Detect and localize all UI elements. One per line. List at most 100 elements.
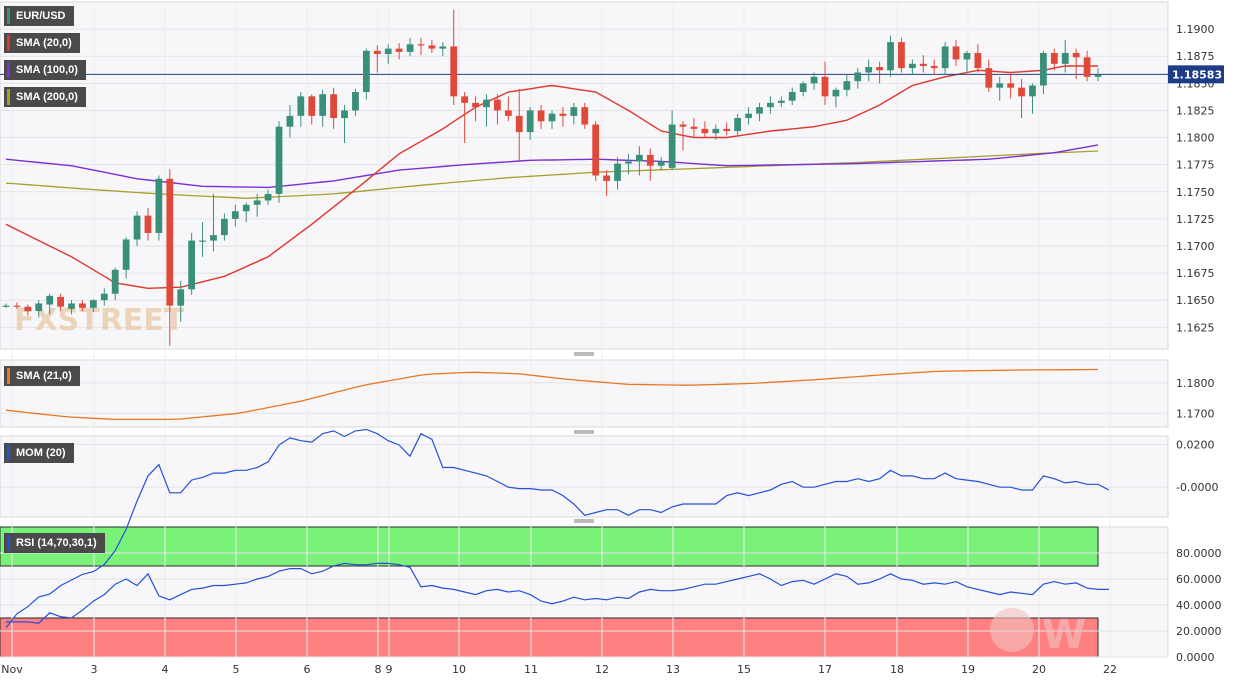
candle	[799, 81, 807, 97]
legend-symbol[interactable]: EUR/USD	[4, 6, 74, 26]
candle	[35, 300, 43, 318]
x-tick-label: 11	[524, 663, 538, 676]
candle-body	[231, 211, 239, 219]
candle	[865, 59, 873, 82]
candle-body	[1061, 52, 1069, 64]
candle	[734, 113, 742, 136]
price-tick-label: 1.1775	[1176, 159, 1215, 172]
candle-body	[723, 128, 731, 132]
candle	[384, 44, 392, 64]
candle-body	[941, 46, 949, 69]
legend-sma200-label: SMA (200,0)	[16, 91, 78, 103]
candle	[941, 42, 949, 75]
candle	[79, 300, 86, 312]
panel-price	[0, 1, 1169, 350]
mom-swatch	[7, 445, 10, 461]
candle	[275, 121, 283, 203]
candle-body	[188, 240, 196, 290]
legend-mom[interactable]: MOM (20)	[4, 443, 74, 463]
candle	[210, 193, 217, 252]
legend-sma21[interactable]: SMA (21,0)	[4, 366, 80, 386]
price-tick-label: 1.1675	[1176, 267, 1215, 280]
candle-body	[526, 110, 534, 133]
candle-body	[79, 303, 86, 308]
candle	[908, 59, 916, 75]
candle	[526, 107, 534, 140]
candle	[712, 124, 720, 140]
candle	[286, 105, 294, 138]
candle	[319, 89, 327, 127]
candle	[406, 37, 414, 57]
candle-body	[319, 94, 327, 116]
candle-body	[996, 83, 1004, 88]
candle	[570, 102, 578, 125]
candle	[1018, 78, 1025, 119]
candle-body	[690, 126, 698, 129]
candle-body	[1072, 52, 1080, 58]
candle-body	[908, 63, 916, 69]
candle-body	[712, 128, 720, 134]
panel-mom	[0, 435, 1169, 518]
x-tick-label: 6	[304, 663, 311, 676]
x-tick-label: 15	[737, 663, 751, 676]
watermark-logo: FXSTREET	[14, 303, 185, 338]
candle-body	[985, 68, 993, 88]
price-tick-label: 1.1900	[1176, 23, 1215, 36]
candle	[515, 88, 523, 162]
candle-body	[450, 46, 458, 97]
candle	[1094, 68, 1102, 82]
rsi-line	[6, 562, 1109, 624]
rsi-swatch	[7, 535, 10, 551]
legend-sma100[interactable]: SMA (100,0)	[4, 60, 86, 80]
mom-tick-label: 0.0200	[1176, 439, 1215, 452]
momentum-line	[5, 428, 1110, 629]
candle	[985, 59, 993, 93]
candle-body	[810, 76, 818, 84]
candle-body	[439, 46, 447, 49]
x-tick-label: 13	[666, 663, 680, 676]
x-tick-label: Nov	[1, 663, 23, 676]
candle	[483, 94, 490, 127]
candle-body	[898, 42, 905, 69]
rsi-tick-label: 80.0000	[1176, 547, 1222, 560]
candle-body	[221, 218, 228, 236]
legend-sma100-label: SMA (100,0)	[16, 64, 78, 76]
candle	[821, 61, 829, 106]
candle-body	[537, 110, 545, 122]
candle	[242, 202, 250, 223]
candle-body	[559, 113, 567, 116]
candle-body	[865, 67, 873, 73]
price-tick-label: 1.1725	[1176, 213, 1215, 226]
candle	[745, 107, 752, 125]
candle-body	[330, 94, 337, 119]
price-tick-label: 1.1700	[1176, 240, 1215, 253]
candle-body	[352, 92, 359, 111]
rsi-tick-label: 40.0000	[1176, 599, 1222, 612]
candle	[231, 204, 239, 227]
candle-body	[242, 204, 250, 212]
legend-sma20[interactable]: SMA (20,0)	[4, 33, 80, 53]
legend-sma200[interactable]: SMA (200,0)	[4, 87, 86, 107]
x-tick-label: 5	[233, 663, 240, 676]
candle	[635, 146, 643, 176]
candle	[330, 87, 337, 129]
legend-rsi[interactable]: RSI (14,70,30,1)	[4, 533, 105, 553]
candle	[199, 222, 206, 257]
candle	[690, 118, 698, 138]
candle	[57, 293, 64, 312]
candle	[188, 232, 196, 295]
candle-body	[483, 99, 490, 108]
candle	[1040, 50, 1047, 95]
candle	[614, 157, 621, 190]
candle-body	[592, 124, 600, 176]
candle-body	[89, 300, 97, 308]
candle	[2, 303, 10, 308]
candle-body	[406, 44, 414, 52]
x-tick-label: 17	[818, 663, 832, 676]
candle	[144, 208, 152, 241]
candle	[996, 76, 1004, 101]
candle	[887, 35, 894, 77]
candle	[308, 94, 316, 125]
sma200-line	[5, 150, 1099, 199]
